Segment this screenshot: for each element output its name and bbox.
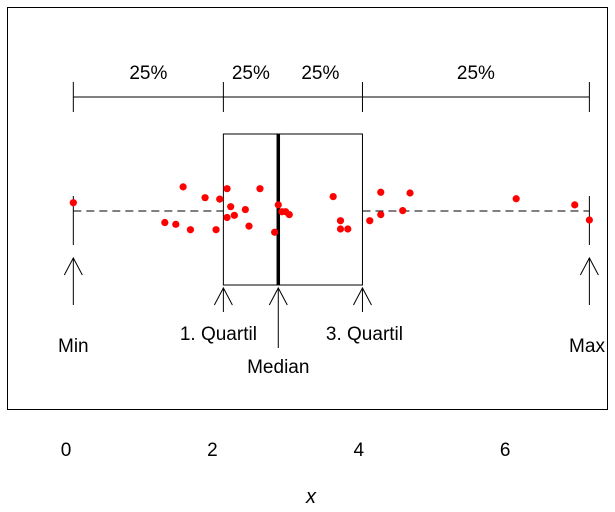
data-point — [336, 217, 345, 225]
data-point — [179, 183, 187, 191]
data-point — [69, 199, 77, 207]
data-point — [256, 185, 264, 193]
iqr-box — [222, 133, 363, 286]
data-point — [161, 218, 169, 227]
q3-arrow-head — [353, 286, 372, 306]
x-tick-label-2: 4 — [354, 440, 365, 461]
segment-label-2: 25% — [301, 63, 339, 84]
data-point — [201, 194, 209, 202]
max-arrow-head — [579, 256, 599, 276]
data-point — [377, 188, 385, 196]
min-label: Min — [58, 336, 89, 357]
data-point — [227, 203, 235, 211]
q1-arrow-head — [213, 286, 233, 306]
data-point — [571, 201, 579, 209]
data-point — [377, 211, 385, 219]
median-label: Median — [247, 357, 309, 378]
data-point — [223, 213, 231, 222]
data-point — [216, 195, 224, 203]
q1-label: 1. Quartil — [180, 324, 257, 345]
data-point — [274, 201, 282, 209]
data-point — [186, 226, 195, 234]
data-point — [223, 185, 231, 193]
data-point — [406, 189, 414, 197]
x-tick-label-0: 0 — [61, 440, 72, 461]
plot-frame — [7, 7, 608, 410]
data-point — [344, 225, 352, 233]
segment-label-0: 25% — [129, 63, 167, 84]
data-point — [585, 216, 593, 224]
median-arrow-head — [268, 286, 288, 306]
x-tick-label-3: 6 — [500, 440, 511, 461]
data-point — [245, 222, 253, 230]
data-point — [172, 220, 180, 228]
data-point — [230, 211, 238, 219]
data-point — [241, 205, 249, 214]
min-arrow-head — [63, 256, 83, 276]
max-label: Max — [569, 336, 605, 357]
data-point — [366, 217, 374, 225]
data-point — [271, 228, 279, 236]
data-point — [212, 226, 220, 234]
segment-label-3: 25% — [457, 63, 495, 84]
q3-label: 3. Quartil — [326, 324, 403, 345]
segment-label-1: 25% — [232, 63, 270, 84]
data-point — [329, 193, 337, 201]
x-tick-label-1: 2 — [207, 440, 218, 461]
x-axis-label: x — [305, 486, 317, 508]
data-point — [336, 225, 345, 233]
data-point — [399, 207, 407, 215]
data-point — [512, 195, 520, 203]
data-point — [285, 211, 293, 219]
